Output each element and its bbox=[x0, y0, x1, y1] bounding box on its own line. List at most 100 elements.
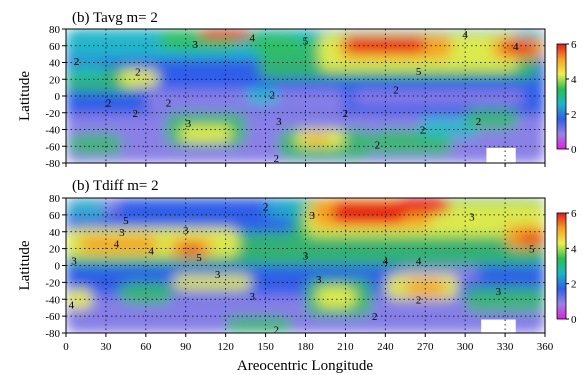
x-tick-label: 300 bbox=[457, 341, 474, 353]
contour-label: 3 bbox=[496, 286, 502, 298]
colorbar-tick-label: 4 bbox=[571, 74, 577, 86]
contour-label: 2 bbox=[135, 67, 141, 79]
heatmap-region bbox=[145, 89, 346, 113]
x-tick-label: 90 bbox=[180, 341, 192, 353]
heatmap-region bbox=[332, 202, 406, 224]
colorbar-tick-label: 0 bbox=[571, 314, 577, 326]
heatmap-region bbox=[245, 33, 299, 50]
panel-title: (b) Tdiff m= 2 bbox=[72, 178, 159, 194]
y-tick-label: 80 bbox=[49, 24, 61, 36]
y-tick-label: -80 bbox=[45, 328, 60, 340]
colorbar-tick-label: 0 bbox=[571, 144, 577, 156]
heatmap-region bbox=[119, 69, 160, 88]
contour-label: 2 bbox=[476, 116, 482, 128]
y-tick-label: 40 bbox=[49, 227, 61, 239]
contour-label: 2 bbox=[393, 84, 399, 96]
contour-label: 3 bbox=[250, 291, 256, 303]
y-tick-label: 20 bbox=[49, 244, 61, 256]
contour-label: 4 bbox=[416, 255, 422, 267]
y-tick-label: -40 bbox=[45, 125, 60, 137]
y-tick-label: 60 bbox=[49, 41, 61, 53]
heatmap-region bbox=[66, 62, 106, 80]
contour-label: 4 bbox=[383, 255, 389, 267]
heatmap-region bbox=[352, 90, 526, 105]
contour-label: 2 bbox=[166, 98, 172, 110]
contour-label: 4 bbox=[513, 41, 519, 53]
y-tick-label: 80 bbox=[49, 193, 61, 205]
heatmap-region bbox=[302, 134, 330, 143]
y-tick-label: 20 bbox=[49, 74, 61, 86]
missing-data-region bbox=[481, 319, 516, 333]
contour-label: 2 bbox=[375, 140, 381, 152]
x-tick-label: 270 bbox=[417, 341, 434, 353]
x-tick-label: 360 bbox=[537, 341, 554, 353]
heatmap-region bbox=[245, 87, 279, 105]
contour-label: 4 bbox=[69, 299, 75, 311]
x-tick-label: 150 bbox=[257, 341, 274, 353]
contour-label: 3 bbox=[309, 210, 315, 222]
y-tick-label: -40 bbox=[45, 294, 60, 306]
colorbar bbox=[556, 43, 567, 150]
panel-title: (b) Tavg m= 2 bbox=[72, 10, 158, 26]
contour-label: 5 bbox=[529, 244, 535, 256]
colorbar-tick-label: 2 bbox=[571, 109, 577, 121]
y-tick-label: 40 bbox=[49, 58, 61, 70]
heatmap-region bbox=[395, 198, 450, 214]
y-tick-label: -20 bbox=[45, 277, 60, 289]
contour-label: 5 bbox=[123, 215, 129, 227]
contour-label: 3 bbox=[316, 274, 322, 286]
x-axis-label: Areocentric Longitude bbox=[237, 358, 374, 374]
heatmap-region bbox=[66, 198, 106, 220]
contour-label: 2 bbox=[420, 125, 426, 137]
heatmap-region bbox=[66, 288, 93, 310]
heatmap-region bbox=[316, 286, 357, 308]
contour-label: 3 bbox=[183, 225, 189, 237]
contour-label: 2 bbox=[273, 325, 279, 337]
contour-label: 2 bbox=[273, 153, 279, 165]
contour-label: 3 bbox=[186, 118, 192, 130]
x-tick-label: 240 bbox=[377, 341, 394, 353]
contour-label: 5 bbox=[303, 36, 309, 48]
contour-label: 2 bbox=[132, 108, 138, 120]
contour-label: 2 bbox=[343, 108, 349, 120]
y-tick-label: -20 bbox=[45, 108, 60, 120]
contour-label: 2 bbox=[416, 294, 422, 306]
contour-label: 4 bbox=[462, 29, 468, 41]
heatmap-region bbox=[418, 116, 479, 138]
contour-label: 4 bbox=[114, 239, 120, 251]
x-tick-label: 60 bbox=[140, 341, 152, 353]
colorbar-tick-label: 4 bbox=[571, 243, 577, 255]
heatmap-region bbox=[465, 108, 519, 130]
contour-label: 3 bbox=[192, 39, 198, 51]
y-axis-label: Latitude bbox=[17, 240, 33, 290]
contour-label: 5 bbox=[416, 66, 422, 78]
contour-label: 3 bbox=[71, 255, 77, 267]
y-axis-label: Latitude bbox=[17, 71, 33, 121]
x-tick-label: 0 bbox=[63, 341, 69, 353]
x-tick-label: 30 bbox=[100, 341, 112, 353]
y-tick-label: 0 bbox=[55, 261, 61, 273]
contour-label: 2 bbox=[269, 89, 275, 101]
y-tick-label: -60 bbox=[45, 141, 60, 153]
x-tick-label: 330 bbox=[497, 341, 514, 353]
heatmap-region bbox=[68, 133, 122, 155]
colorbar-tick-label: 6 bbox=[571, 39, 577, 51]
contour-label: 5 bbox=[196, 252, 202, 264]
heatmap-region bbox=[345, 37, 426, 53]
heatmap-region bbox=[518, 233, 545, 244]
x-tick-label: 180 bbox=[297, 341, 314, 353]
contour-label: 3 bbox=[119, 227, 125, 239]
y-tick-label: 0 bbox=[55, 91, 61, 103]
colorbar bbox=[556, 212, 567, 320]
contour-label: 3 bbox=[469, 212, 475, 224]
contour-label: 2 bbox=[106, 98, 112, 110]
x-tick-label: 120 bbox=[217, 341, 234, 353]
contour-label: 2 bbox=[372, 311, 378, 323]
contour-label: 4 bbox=[148, 245, 154, 257]
heatmap-region bbox=[265, 198, 306, 220]
colorbar-tick-label: 6 bbox=[571, 208, 577, 220]
colorbar-tick-label: 2 bbox=[571, 279, 577, 291]
heatmap-region bbox=[225, 316, 293, 333]
panel-tavg: 2 3 4 5 5 4 4 2 2 2 2 2 2 2 3 3 2 2 2 2 (b) Tavg m= 2 -80 -60 -… bbox=[17, 10, 577, 170]
